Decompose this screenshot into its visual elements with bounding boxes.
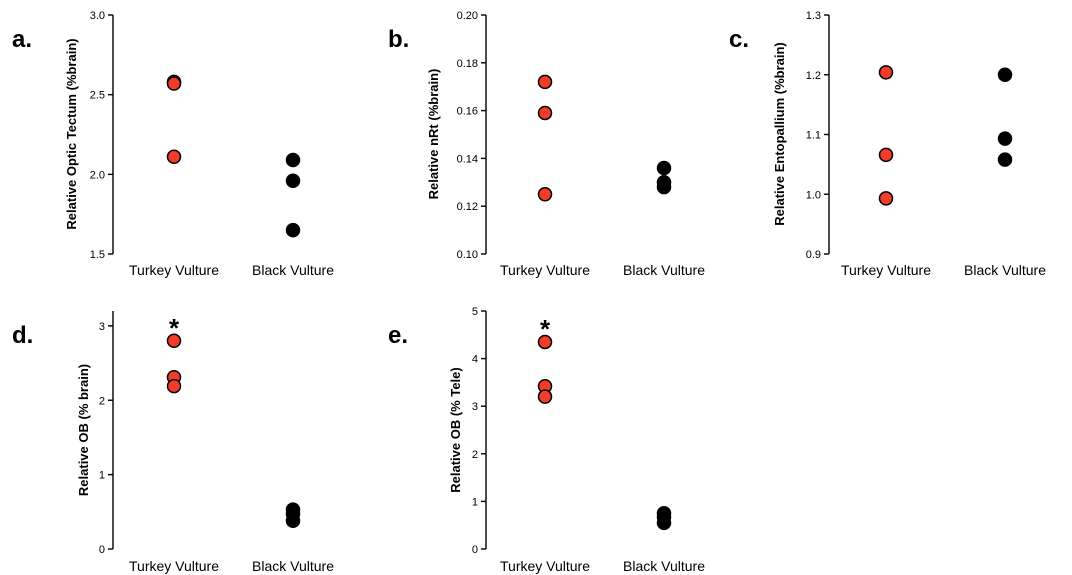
data-point-turkey-vulture: [166, 149, 182, 165]
y-tick-label: 1.1: [806, 130, 821, 142]
x-category-label: Black Vulture: [623, 262, 705, 278]
y-tick-label: 2.5: [90, 90, 105, 102]
panel-letter: a.: [12, 26, 32, 53]
y-tick-label: 3.0: [90, 10, 105, 22]
data-point-black-vulture: [997, 152, 1013, 167]
y-tick-label: 1.5: [90, 249, 105, 261]
y-tick-label: 0.14: [457, 153, 478, 165]
chart-panel-1: a. 1.5 2.0 2.5 3.0 Relative Optic Tectum (%br…: [12, 10, 334, 278]
data-point-black-vulture: [656, 179, 672, 195]
y-tick-label: 2.0: [90, 169, 105, 181]
y-tick-label: 0.16: [457, 106, 478, 118]
x-category-label: Turkey Vulture: [500, 558, 590, 574]
y-tick-label: 0.9: [806, 249, 821, 261]
data-point-black-vulture: [285, 152, 301, 168]
data-point-black-vulture: [997, 131, 1013, 146]
y-tick-label: 0.10: [457, 249, 478, 261]
panel-letter: e.: [388, 322, 408, 349]
data-point-turkey-vulture: [537, 389, 553, 404]
y-tick-label: 0: [99, 544, 105, 556]
data-point-turkey-vulture: [878, 147, 894, 163]
x-category-label: Turkey Vulture: [500, 262, 590, 278]
chart-panel-4: d. 0 1 2 3 Relative OB (% brain) Turkey Vultur…: [12, 311, 334, 574]
x-category-label: Turkey Vulture: [129, 262, 219, 278]
y-axis-label: Relative nRt (%brain): [426, 69, 441, 200]
x-category-label: Black Vulture: [964, 262, 1046, 278]
panel-letter: d.: [12, 322, 33, 349]
x-category-label: Turkey Vulture: [129, 558, 219, 574]
y-tick-label: 3: [472, 401, 478, 413]
data-point-turkey-vulture: [878, 191, 894, 206]
data-point-turkey-vulture: [166, 333, 182, 348]
y-tick-label: 1.3: [806, 10, 821, 22]
y-tick-label: 1.0: [806, 189, 821, 201]
y-tick-label: 0.18: [457, 58, 478, 70]
data-point-black-vulture: [656, 160, 672, 176]
y-tick-label: 0.20: [457, 10, 478, 22]
data-point-black-vulture: [656, 515, 672, 531]
y-tick-label: 1: [472, 496, 478, 508]
data-point-black-vulture: [285, 222, 301, 238]
y-axis-label: Relative Entopallium (%brain): [772, 42, 787, 225]
data-point-turkey-vulture: [537, 105, 553, 121]
x-category-label: Black Vulture: [252, 558, 334, 574]
y-tick-label: 5: [472, 306, 478, 318]
y-axis-label: Relative OB (% brain): [76, 364, 91, 496]
x-category-label: Black Vulture: [623, 558, 705, 574]
y-tick-label: 2: [472, 449, 478, 461]
x-category-label: Black Vulture: [252, 262, 334, 278]
x-category-label: Turkey Vulture: [841, 262, 931, 278]
data-point-black-vulture: [285, 173, 301, 188]
data-point-turkey-vulture: [537, 334, 553, 350]
significance-asterisk: *: [169, 313, 180, 343]
significance-asterisk: *: [540, 314, 551, 344]
y-axis-label: Relative OB (% Tele): [448, 367, 463, 492]
y-axis-label: Relative Optic Tectum (%brain): [64, 38, 79, 229]
chart-panel-5: e. 0 1 2 3 4 5 Relative OB (% Tele) Turkey Vultu…: [388, 306, 705, 574]
y-tick-label: 3: [99, 321, 105, 333]
chart-panel-2: b. 0.10 0.12 0.14 0.16 0.18 0.20 Relative nRt (…: [388, 10, 705, 278]
y-tick-label: 0.12: [457, 201, 478, 213]
data-point-turkey-vulture: [166, 76, 182, 91]
y-tick-label: 4: [472, 354, 478, 366]
panel-letter: c.: [729, 26, 749, 53]
y-tick-label: 1.2: [806, 70, 821, 82]
y-tick-label: 2: [99, 395, 105, 407]
panel-letter: b.: [388, 26, 409, 53]
chart-panel-3: c. 0.9 1.0 1.1 1.2 1.3 Relative Entopallium (%…: [729, 10, 1046, 278]
data-point-turkey-vulture: [878, 65, 894, 80]
data-point-turkey-vulture: [537, 74, 553, 90]
y-tick-label: 0: [472, 544, 478, 556]
y-tick-label: 1: [99, 470, 105, 482]
data-point-turkey-vulture: [166, 378, 182, 394]
data-point-turkey-vulture: [537, 187, 553, 202]
data-point-black-vulture: [997, 67, 1013, 82]
data-point-black-vulture: [285, 513, 301, 528]
